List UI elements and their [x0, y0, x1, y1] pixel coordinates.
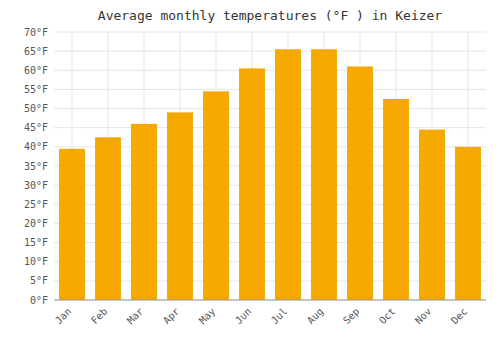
- x-tick-label: May: [197, 306, 218, 327]
- y-tick-label: 45°F: [24, 122, 48, 133]
- y-tick-label: 10°F: [24, 256, 48, 267]
- bar: [455, 147, 481, 300]
- y-tick-label: 70°F: [24, 27, 48, 38]
- y-tick-label: 50°F: [24, 103, 48, 114]
- x-axis: Jan Feb Mar Apr May Jun Jul Aug Sep Oct Nov Dec: [53, 306, 470, 327]
- bar: [59, 149, 85, 300]
- y-axis: 0°F 5°F 10°F 15°F 20°F 25°F 30°F 35°F 40°F 45°F 50…: [24, 27, 48, 306]
- y-tick-label: 55°F: [24, 84, 48, 95]
- chart-container: 0°F 5°F 10°F 15°F 20°F 25°F 30°F 35°F 40°F 45°F 50…: [0, 0, 500, 350]
- bar: [347, 66, 373, 300]
- x-tick-label: Jul: [269, 306, 290, 327]
- y-tick-label: 20°F: [24, 218, 48, 229]
- y-tick-label: 25°F: [24, 199, 48, 210]
- x-tick-label: Jun: [233, 306, 254, 327]
- bar: [419, 130, 445, 300]
- bar: [167, 112, 193, 300]
- y-tick-label: 30°F: [24, 180, 48, 191]
- y-grid-line: [54, 300, 486, 301]
- y-tick-label: 5°F: [30, 275, 48, 286]
- bar: [239, 68, 265, 300]
- chart: 0°F 5°F 10°F 15°F 20°F 25°F 30°F 35°F 40°F 45°F 50…: [0, 0, 500, 350]
- bar: [95, 137, 121, 300]
- x-tick-label: Jan: [53, 306, 74, 327]
- y-grid-line: [54, 32, 486, 33]
- y-grid-line: [54, 89, 486, 90]
- bar: [383, 99, 409, 300]
- y-grid-line: [54, 51, 486, 52]
- y-tick-label: 15°F: [24, 237, 48, 248]
- x-tick-label: Sep: [341, 306, 362, 327]
- title: Average monthly temperatures (°F ) in Ke…: [98, 8, 443, 23]
- x-tick-label: Nov: [413, 306, 434, 327]
- x-axis-line: [54, 300, 486, 301]
- y-tick-label: 35°F: [24, 161, 48, 172]
- y-tick-label: 65°F: [24, 46, 48, 57]
- y-grid-line: [54, 108, 486, 109]
- grid: [54, 32, 486, 300]
- bar: [311, 49, 337, 300]
- x-tick-label: Apr: [161, 306, 182, 327]
- y-grid-line: [54, 127, 486, 128]
- x-tick-label: Feb: [89, 306, 110, 327]
- x-tick-label: Aug: [305, 306, 326, 327]
- x-tick-label: Oct: [377, 306, 398, 327]
- y-tick-label: 40°F: [24, 141, 48, 152]
- x-tick-label: Mar: [125, 306, 146, 327]
- y-tick-label: 0°F: [30, 295, 48, 306]
- bar: [275, 49, 301, 300]
- y-grid-line: [54, 70, 486, 71]
- x-tick-label: Dec: [449, 306, 470, 327]
- bar: [203, 91, 229, 300]
- bars: [59, 49, 481, 300]
- y-tick-label: 60°F: [24, 65, 48, 76]
- bar: [131, 124, 157, 300]
